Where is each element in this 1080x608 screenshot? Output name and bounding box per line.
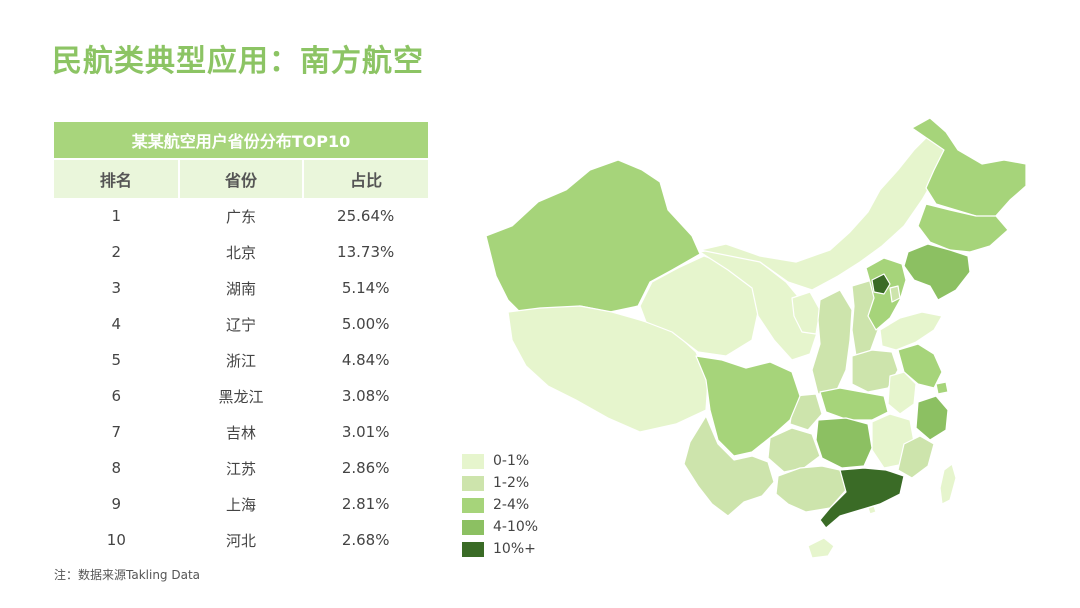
province-zhejiang	[915, 395, 949, 441]
province-jilin	[917, 203, 1009, 253]
table-row: 4 辽宁 5.00%	[54, 306, 428, 342]
table-row: 5 浙江 4.84%	[54, 342, 428, 378]
rank-cell: 4	[111, 315, 122, 333]
column-header-rank: 排名	[54, 159, 180, 198]
province-taiwan	[939, 463, 957, 505]
province-yunnan	[683, 415, 775, 517]
china-province-map	[485, 117, 1027, 559]
legend-item: 4-10%	[462, 516, 538, 538]
table-row: 1 广东 25.64%	[54, 198, 428, 234]
province-fujian	[897, 435, 935, 479]
share-cell: 2.81%	[341, 495, 390, 513]
rank-cell: 2	[111, 243, 122, 261]
column-header-province: 省份	[178, 159, 305, 198]
legend-swatch	[462, 497, 484, 513]
province-shanghai	[935, 381, 949, 395]
province-guangdong	[819, 467, 905, 529]
province-cell: 北京	[225, 243, 256, 262]
province-beijing	[871, 273, 891, 295]
rank-cell: 10	[106, 531, 126, 549]
table-row: 6 黑龙江 3.08%	[54, 378, 428, 414]
province-hunan	[815, 417, 873, 469]
province-cell: 浙江	[225, 351, 256, 370]
legend-label: 2-4%	[493, 497, 530, 513]
share-cell: 25.64%	[337, 207, 395, 225]
column-header-share: 占比	[303, 159, 428, 198]
share-cell: 4.84%	[341, 351, 390, 369]
province-hong-kong	[867, 505, 877, 515]
share-cell: 2.86%	[341, 459, 390, 477]
legend-label: 1-2%	[493, 475, 530, 491]
rank-cell: 6	[111, 387, 122, 405]
province-cell: 江苏	[225, 459, 256, 478]
table-row: 3 湖南 5.14%	[54, 270, 428, 306]
share-cell: 2.68%	[341, 531, 390, 549]
legend-swatch	[462, 453, 484, 469]
legend-label: 0-1%	[493, 453, 530, 469]
province-ningxia	[791, 291, 821, 335]
province-cell: 辽宁	[225, 315, 256, 334]
province-hainan	[807, 537, 835, 559]
province-tibet	[507, 305, 709, 433]
rank-cell: 5	[111, 351, 122, 369]
legend-item: 0-1%	[462, 450, 538, 472]
province-guizhou	[767, 427, 821, 473]
table-row: 9 上海 2.81%	[54, 486, 428, 522]
rank-cell: 8	[111, 459, 122, 477]
share-cell: 13.73%	[337, 243, 395, 261]
share-cell: 5.00%	[341, 315, 390, 333]
province-liaoning	[903, 243, 971, 301]
province-anhui	[887, 371, 917, 415]
legend-item: 2-4%	[462, 494, 538, 516]
legend-item: 10%+	[462, 538, 538, 560]
table-row: 2 北京 13.73%	[54, 234, 428, 270]
legend-swatch	[462, 475, 484, 491]
province-hubei	[819, 387, 889, 421]
province-guangxi	[775, 465, 847, 513]
legend-swatch	[462, 541, 484, 557]
rank-cell: 1	[111, 207, 122, 225]
province-hebei	[865, 257, 907, 331]
province-ranking-table: 某某航空用户省份分布TOP10 排名 省份 占比 1 广东 25.64% 2 北京 13…	[54, 122, 428, 558]
rank-cell: 7	[111, 423, 122, 441]
share-cell: 5.14%	[341, 279, 390, 297]
province-sichuan	[695, 355, 801, 457]
province-cell: 广东	[225, 207, 256, 226]
rank-cell: 3	[111, 279, 122, 297]
page-title: 民航类典型应用：南方航空	[52, 44, 424, 79]
legend-swatch	[462, 519, 484, 535]
legend-item: 1-2%	[462, 472, 538, 494]
province-cell: 河北	[225, 531, 256, 550]
province-tianjin	[889, 285, 901, 303]
table-row: 10 河北 2.68%	[54, 522, 428, 558]
province-cell: 吉林	[225, 423, 256, 442]
table-row: 8 江苏 2.86%	[54, 450, 428, 486]
rank-cell: 9	[111, 495, 122, 513]
legend-label: 4-10%	[493, 519, 539, 535]
province-cell: 湖南	[225, 279, 256, 298]
province-heilongjiang	[911, 117, 1027, 219]
table-row: 7 吉林 3.01%	[54, 414, 428, 450]
source-footnote: 注：数据来源Takling Data	[54, 568, 201, 582]
share-cell: 3.08%	[341, 387, 390, 405]
province-shandong	[879, 311, 943, 351]
map-legend: 0-1% 1-2% 2-4% 4-10% 10%+	[462, 450, 538, 560]
table-caption: 某某航空用户省份分布TOP10	[54, 122, 428, 160]
province-cell: 黑龙江	[218, 387, 264, 406]
province-cell: 上海	[225, 495, 256, 514]
share-cell: 3.01%	[341, 423, 390, 441]
legend-label: 10%+	[493, 541, 536, 557]
